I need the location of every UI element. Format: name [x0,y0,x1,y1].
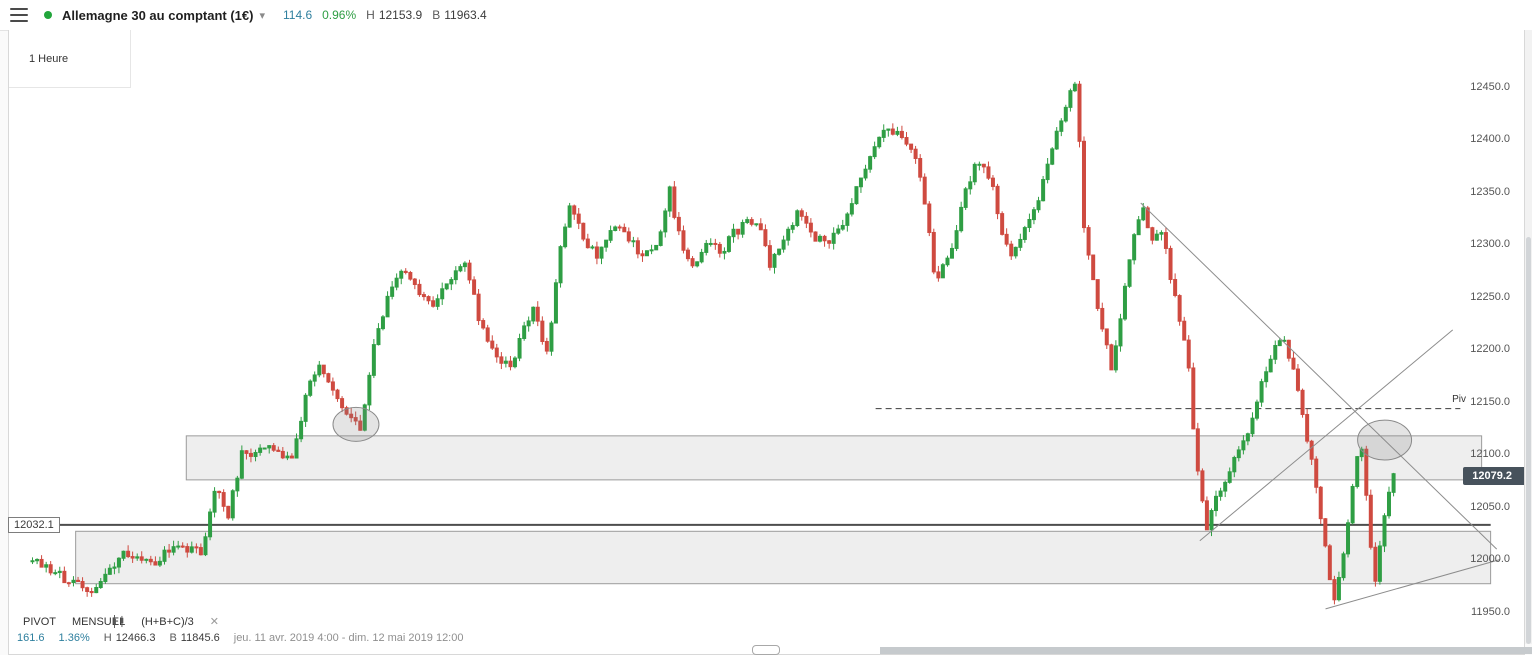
scrollbar-range[interactable] [880,647,1532,654]
supply-demand-zone[interactable] [185,435,1483,481]
indicator-name: PIVOT [23,615,57,628]
instrument-header: Allemagne 30 au comptant (1€) ▾ 114.6 0.… [0,0,1532,31]
axis-tick-label: 12300.0 [1470,238,1510,251]
chart-pane[interactable]: 1 Heure 12450.0 12400.0 12350.0 12300.0 1225… [8,30,1525,655]
down-candles [39,80,1378,605]
axis-tick-label: 12100.0 [1470,448,1510,461]
chevron-down-icon: ▾ [259,9,265,22]
axis-tick-label: 12050.0 [1470,500,1510,513]
indicator-period: MENSUEL [72,615,126,628]
trendline[interactable] [1325,559,1500,610]
indicator-formula: (H+B+C)/3 [141,615,194,628]
stat-change: 161.6 [17,632,45,644]
stat-high-value: 12466.3 [115,632,156,644]
stat-high-label: H [103,632,112,644]
visible-range: jeu. 11 avr. 2019 4:00 - dim. 12 mai 201… [233,632,464,644]
vertical-scrollbar[interactable] [1525,30,1532,644]
trendline[interactable] [1140,202,1498,550]
axis-tick-label: 12400.0 [1470,133,1510,146]
horizontal-scrollbar[interactable] [0,644,1532,655]
header-low: B 11963.4 [432,8,487,22]
close-icon[interactable]: ✕ [209,616,219,628]
timeframe-label[interactable]: 1 Heure [29,53,69,65]
high-label: H [366,8,375,22]
axis-tick-label: 12200.0 [1470,343,1510,356]
indicator-legend[interactable]: PIVOT MENSUEL (H+B+C)/3 ✕ [23,615,219,628]
axis-tick-label: 12250.0 [1470,290,1510,303]
supply-demand-zone[interactable] [75,530,1492,585]
axis-tick-label: 12150.0 [1470,395,1510,408]
trendline[interactable] [1199,329,1454,542]
axis-tick-label: 12350.0 [1470,185,1510,198]
market-open-dot [44,11,52,19]
high-value: 12153.9 [378,8,423,22]
instrument-selector[interactable]: Allemagne 30 au comptant (1€) ▾ [62,8,265,23]
header-change-pct: 0.96% [322,8,357,22]
scrollbar-handle[interactable] [752,645,780,655]
instrument-title: Allemagne 30 au comptant (1€) [62,7,254,23]
ellipse-annotation[interactable] [1357,419,1413,461]
stat-low-label: B [169,632,177,644]
axis-tick-label: 12000.0 [1470,553,1510,566]
header-high: H 12153.9 [366,8,422,22]
stat-low-value: 11845.6 [180,632,220,644]
candlestick-chart[interactable] [9,30,1524,654]
current-price-badge: 12079.2 [1463,467,1524,486]
up-candles [30,81,1396,602]
stat-high: H 12466.3 [104,632,156,644]
indicator-stats: 161.6 1.36% H 12466.3 B 11845.6 jeu. 11 … [17,632,463,644]
axis-tick-label: 11950.0 [1471,605,1510,618]
hamburger-menu-icon[interactable] [10,8,28,22]
stat-low: B 11845.6 [169,632,219,644]
low-value: 11963.4 [444,8,487,22]
header-change: 114.6 [282,8,313,22]
low-label: B [432,8,441,22]
pivot-label: Piv [1452,394,1466,406]
vertical-scrollbar-thumb[interactable] [1526,237,1531,644]
axis-tick-label: 12450.0 [1470,80,1510,93]
stat-change-pct: 1.36% [58,632,90,644]
ellipse-annotation[interactable] [332,406,380,442]
level-price-label[interactable]: 12032.1 [8,516,60,533]
candles-icon [113,615,124,628]
